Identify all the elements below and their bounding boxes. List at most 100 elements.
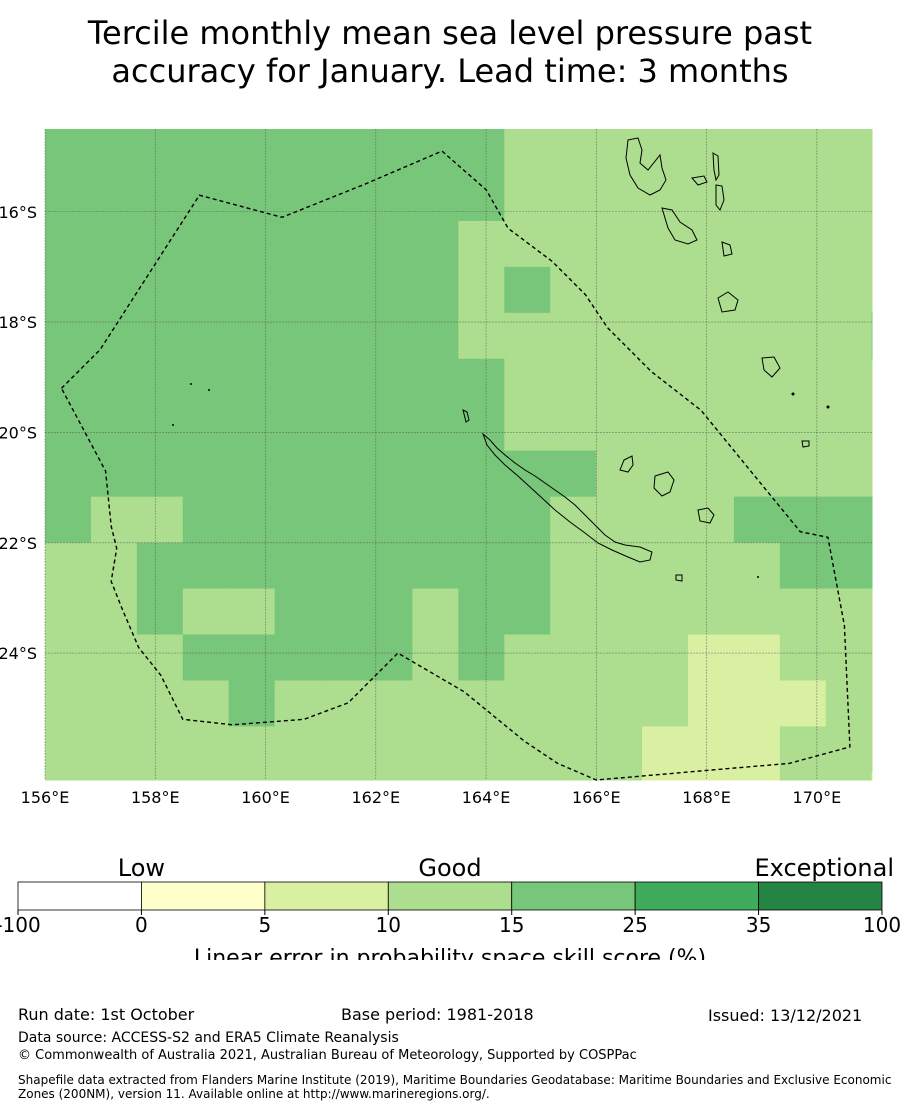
colorbar-segment xyxy=(758,881,883,911)
skill-cell xyxy=(90,450,138,498)
lon-tick-label: 158°E xyxy=(131,788,180,807)
skill-cell xyxy=(274,634,322,681)
skill-cell xyxy=(642,174,689,222)
skill-cell xyxy=(366,772,413,781)
skill-cell xyxy=(642,542,689,590)
skill-cell xyxy=(504,358,551,406)
skill-cell xyxy=(274,129,322,176)
skill-cell xyxy=(182,772,230,781)
skill-cell xyxy=(550,772,597,781)
skill-cell xyxy=(779,312,827,360)
skill-cell xyxy=(733,174,781,222)
run-date: Run date: 1st October xyxy=(18,1005,195,1024)
colorbar-segment xyxy=(141,881,266,911)
skill-cell xyxy=(90,404,138,452)
skill-cell xyxy=(596,220,643,268)
colorbar-segment xyxy=(264,881,389,911)
colorbar-category-label: Good xyxy=(418,854,481,882)
skill-cell xyxy=(550,726,597,773)
skill-cell xyxy=(779,220,827,268)
skill-cell xyxy=(504,496,551,544)
skill-cell xyxy=(871,129,873,176)
skill-cell xyxy=(182,496,230,544)
skill-cell xyxy=(458,542,505,590)
skill-cell xyxy=(825,266,873,314)
colorbar-tick-label: 5 xyxy=(258,913,271,937)
skill-cell xyxy=(136,220,184,268)
skill-cell xyxy=(320,588,367,636)
title-line-1: Tercile monthly mean sea level pressure … xyxy=(87,14,813,52)
small-island-4 xyxy=(190,383,192,385)
skill-cell xyxy=(871,174,873,222)
skill-cell xyxy=(45,404,92,452)
loyalty-island-3 xyxy=(697,507,715,524)
skill-cell xyxy=(687,266,735,314)
skill-cell xyxy=(504,129,551,176)
small-island-7 xyxy=(757,576,759,578)
skill-cell xyxy=(320,174,367,222)
skill-cell xyxy=(320,129,367,176)
skill-cell xyxy=(412,542,459,590)
skill-cell xyxy=(871,772,873,781)
skill-cell xyxy=(642,772,689,781)
skill-cell xyxy=(733,220,781,268)
skill-cell xyxy=(366,496,413,544)
lon-tick-label: 170°E xyxy=(793,788,842,807)
skill-cell xyxy=(274,404,322,452)
issued-date: Issued: 13/12/2021 xyxy=(708,1006,863,1025)
skill-cell xyxy=(90,358,138,406)
skill-cell xyxy=(45,174,92,222)
skill-cell xyxy=(733,404,781,452)
skill-cell xyxy=(366,542,413,590)
skill-cell xyxy=(504,312,551,360)
skill-cell xyxy=(320,404,367,452)
skill-cell xyxy=(320,450,367,498)
lat-tick-label: 18°S xyxy=(0,313,37,332)
skill-cell xyxy=(228,588,276,636)
skill-cell xyxy=(412,174,459,222)
graticule xyxy=(44,129,872,780)
skill-cell xyxy=(182,266,230,314)
skill-cell xyxy=(90,680,138,727)
skill-cell xyxy=(458,680,505,727)
colorbar-category-label: Exceptional xyxy=(755,854,895,882)
skill-cell xyxy=(779,358,827,406)
skill-cell xyxy=(825,772,873,781)
skill-cell xyxy=(366,450,413,498)
skill-grid xyxy=(45,129,873,781)
title-line-2: accuracy for January. Lead time: 3 month… xyxy=(111,52,789,90)
skill-cell xyxy=(596,726,643,773)
skill-cell xyxy=(871,680,873,727)
skill-cell xyxy=(228,542,276,590)
skill-cell xyxy=(550,266,597,314)
copyright: © Commonwealth of Australia 2021, Austra… xyxy=(18,1048,637,1063)
colorbar-tick-label: 100 xyxy=(863,913,900,937)
skill-cell xyxy=(687,542,735,590)
skill-cell xyxy=(182,129,230,176)
skill-cell xyxy=(825,358,873,406)
skill-cell xyxy=(458,588,505,636)
skill-cell xyxy=(274,450,322,498)
skill-cell xyxy=(642,680,689,727)
skill-cell xyxy=(182,404,230,452)
skill-cell xyxy=(779,772,827,781)
colorbar: -100 0 5 10 15 25 35 100 Low Good Exceptional Linea… xyxy=(0,854,900,960)
skill-cell xyxy=(504,680,551,727)
skill-cell xyxy=(779,542,827,590)
skill-cell xyxy=(136,404,184,452)
skill-cell xyxy=(136,588,184,636)
lat-tick-label: 16°S xyxy=(0,203,37,222)
skill-cell xyxy=(871,542,873,590)
epi-island xyxy=(721,241,733,257)
skill-cell xyxy=(182,312,230,360)
skill-cell xyxy=(642,726,689,773)
skill-cell xyxy=(871,312,873,360)
skill-cell xyxy=(733,542,781,590)
skill-cell xyxy=(687,680,735,727)
skill-cell xyxy=(733,129,781,176)
skill-cell xyxy=(228,496,276,544)
skill-cell xyxy=(90,726,138,773)
skill-cell xyxy=(228,174,276,222)
ambrym-island xyxy=(691,175,708,186)
skill-cell xyxy=(733,588,781,636)
